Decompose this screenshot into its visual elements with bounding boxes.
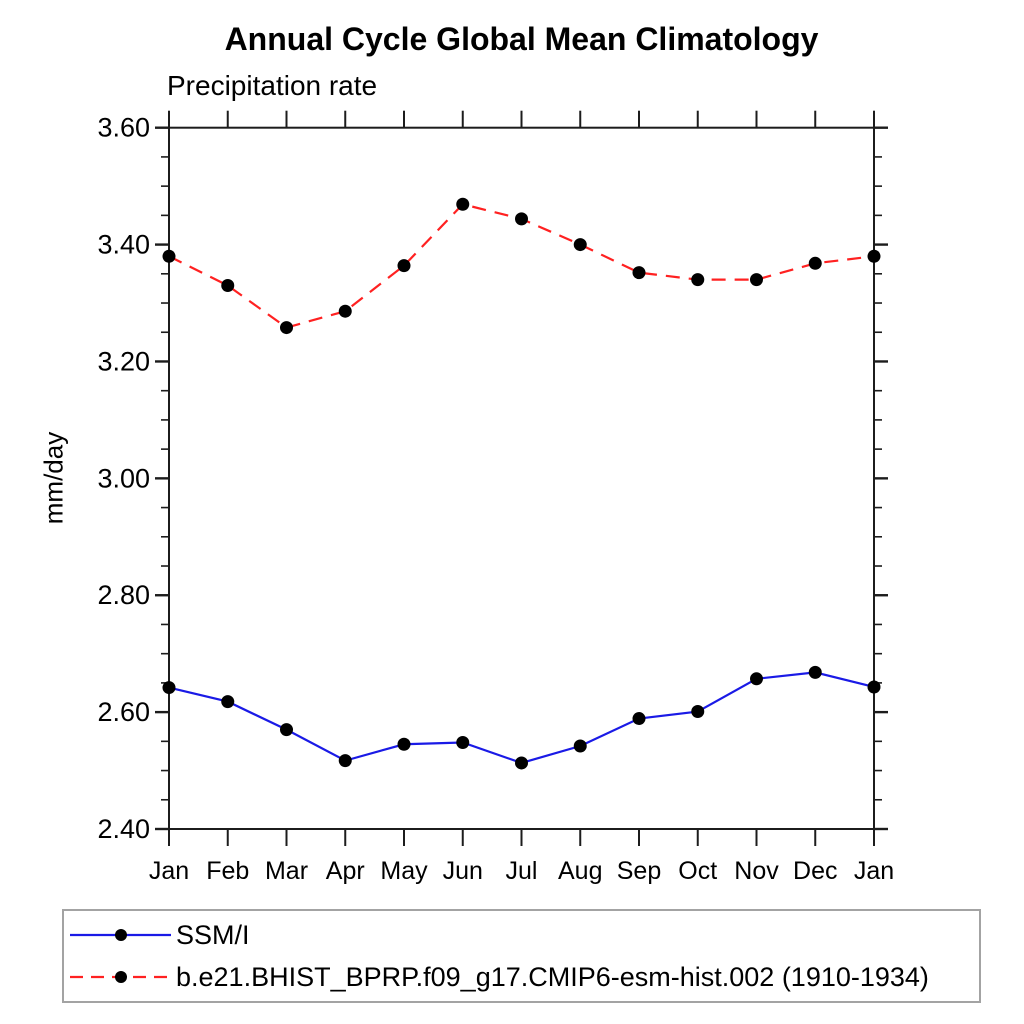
chart-subtitle: Precipitation rate [167, 70, 378, 101]
legend-box: SSM/I b.e21.BHIST_BPRP.f09_g17.CMIP6-esm-… [62, 909, 981, 1003]
month-label: Dec [793, 857, 837, 885]
data-point-marker [632, 266, 646, 280]
ytick-label: 3.60 [97, 113, 150, 143]
ytick-label: 2.60 [97, 697, 150, 727]
ytick-label: 3.20 [97, 346, 150, 376]
legend-item: SSM/I [64, 914, 979, 956]
data-point-marker [808, 256, 822, 270]
legend-item: b.e21.BHIST_BPRP.f09_g17.CMIP6-esm-hist.… [64, 956, 979, 998]
legend-marker-dot [115, 929, 127, 941]
data-point-marker [221, 278, 235, 292]
ytick-label: 3.00 [97, 463, 150, 493]
data-point-marker [867, 680, 881, 694]
data-point-marker [691, 273, 705, 287]
month-label: May [380, 857, 428, 885]
legend-line-sample [70, 971, 171, 983]
data-point-marker [632, 712, 646, 726]
data-point-marker [338, 754, 352, 768]
data-point-marker [162, 681, 176, 695]
legend-label: b.e21.BHIST_BPRP.f09_g17.CMIP6-esm-hist.… [176, 961, 929, 992]
data-point-marker [750, 273, 763, 287]
data-point-marker [750, 672, 763, 686]
data-point-marker [515, 756, 528, 770]
data-point-marker [221, 695, 235, 709]
legend-marker-dot [115, 971, 127, 983]
data-point-marker [456, 736, 470, 750]
data-point-marker [808, 665, 822, 679]
month-label: Jan [854, 857, 894, 885]
ytick-label: 3.40 [97, 230, 150, 260]
data-point-marker [691, 705, 705, 719]
month-label: Mar [265, 857, 308, 885]
month-label: Nov [734, 857, 779, 885]
month-label: Jul [506, 857, 538, 885]
data-point-marker [280, 321, 293, 335]
data-point-marker [515, 212, 528, 226]
month-label: Sep [617, 857, 661, 885]
month-label: Jun [443, 857, 483, 885]
month-label: Aug [558, 857, 602, 885]
ytick-label: 2.40 [97, 814, 150, 844]
data-point-marker [867, 249, 881, 263]
data-point-marker [573, 238, 587, 252]
data-point-marker [397, 737, 411, 751]
data-point-marker [338, 304, 352, 318]
month-label: Oct [678, 857, 717, 885]
data-point-marker [573, 739, 587, 753]
month-label: Apr [326, 857, 365, 885]
data-point-marker [280, 723, 293, 737]
data-point-marker [162, 249, 176, 263]
chart-title: Annual Cycle Global Mean Climatology [224, 21, 819, 57]
data-point-marker [397, 259, 411, 273]
month-label: Jan [149, 857, 189, 885]
data-point-marker [456, 197, 470, 211]
legend-line-sample [70, 929, 171, 941]
series-line-solid [168, 671, 875, 765]
ytick-label: 2.80 [97, 580, 150, 610]
month-label: Feb [206, 857, 249, 885]
legend-label: SSM/I [176, 919, 250, 950]
